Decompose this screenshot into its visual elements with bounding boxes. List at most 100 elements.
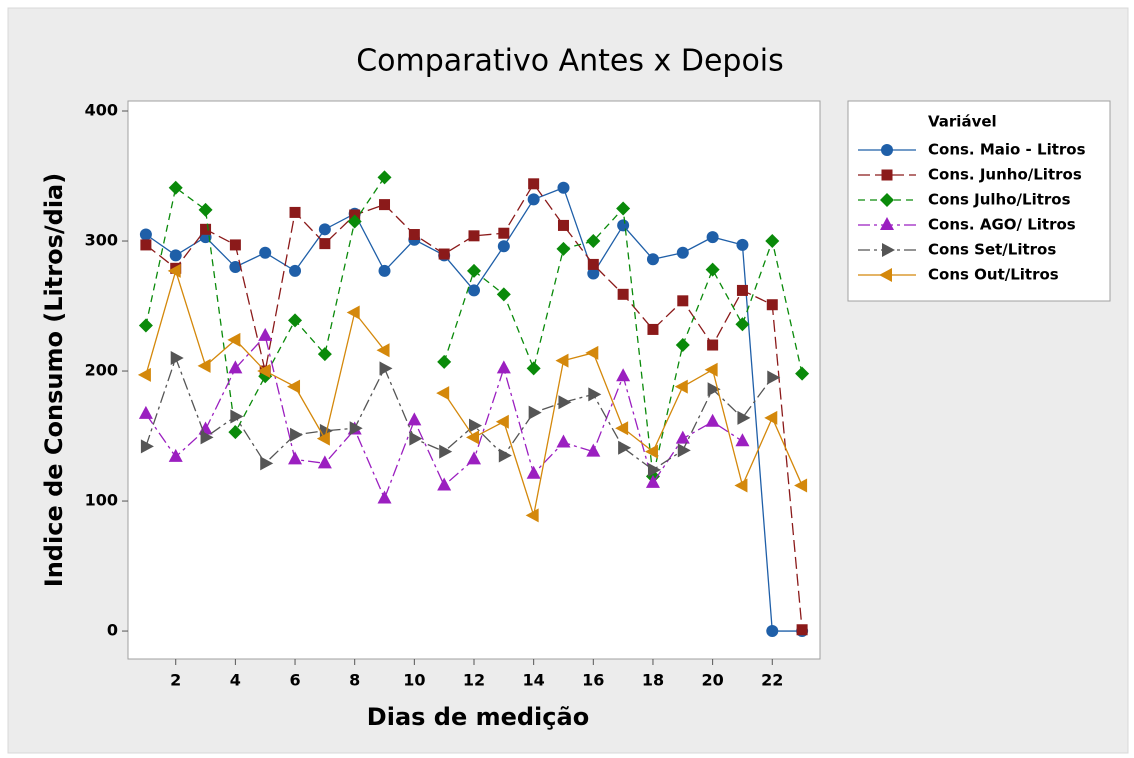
marker — [227, 332, 241, 347]
marker — [288, 313, 303, 328]
x-tick-label: 22 — [761, 671, 783, 690]
marker — [379, 199, 391, 211]
marker — [879, 268, 892, 282]
marker — [496, 360, 511, 374]
marker — [677, 295, 689, 307]
legend-title: Variável — [928, 113, 997, 131]
marker — [645, 474, 660, 488]
y-tick-label: 0 — [107, 621, 118, 640]
x-tick-label: 8 — [349, 671, 360, 690]
marker — [617, 288, 629, 300]
marker — [289, 264, 302, 277]
marker — [167, 263, 181, 278]
marker — [527, 193, 540, 206]
marker — [796, 624, 808, 636]
legend-label: Cons. Junho/Litros — [928, 166, 1082, 184]
marker — [200, 430, 214, 445]
marker — [557, 219, 569, 231]
x-tick-label: 20 — [701, 671, 723, 690]
marker — [588, 387, 602, 402]
marker — [586, 443, 601, 457]
marker — [168, 448, 183, 462]
marker — [556, 241, 571, 256]
marker — [137, 367, 151, 382]
x-tick-label: 16 — [582, 671, 604, 690]
marker — [378, 264, 391, 277]
marker — [880, 193, 894, 207]
marker — [287, 379, 301, 394]
marker — [525, 508, 539, 523]
marker — [882, 243, 895, 257]
marker — [555, 353, 569, 368]
marker — [496, 287, 511, 302]
marker — [644, 444, 658, 459]
series-layer — [137, 170, 810, 638]
marker — [230, 409, 244, 424]
marker — [586, 234, 601, 249]
marker — [377, 170, 392, 185]
marker — [437, 477, 452, 491]
marker — [736, 284, 748, 296]
marker — [735, 317, 750, 332]
marker — [706, 231, 719, 244]
marker — [138, 405, 153, 419]
marker — [881, 144, 893, 156]
x-tick-label: 4 — [230, 671, 241, 690]
marker — [260, 456, 274, 471]
marker — [466, 430, 479, 445]
marker — [289, 206, 301, 218]
marker — [197, 358, 211, 373]
marker — [438, 248, 450, 260]
marker — [288, 451, 303, 465]
marker — [228, 360, 243, 374]
marker — [316, 431, 330, 446]
marker — [618, 440, 632, 455]
y-tick-label: 400 — [85, 101, 118, 120]
x-tick-label: 10 — [403, 671, 425, 690]
marker — [379, 361, 393, 376]
marker — [228, 425, 243, 440]
marker — [794, 478, 808, 493]
x-tick-label: 18 — [642, 671, 664, 690]
marker — [647, 462, 661, 477]
marker — [317, 455, 332, 469]
marker — [880, 217, 894, 230]
marker — [587, 267, 600, 280]
x-tick-label: 2 — [170, 671, 181, 690]
marker — [707, 339, 719, 351]
marker — [705, 413, 720, 427]
marker — [349, 421, 363, 436]
legend-label: Cons Julho/Litros — [928, 191, 1071, 209]
marker — [407, 412, 422, 426]
marker — [258, 327, 273, 341]
marker — [140, 239, 152, 251]
x-axis-label: Dias de medição — [367, 703, 589, 731]
marker — [469, 418, 482, 433]
series-line — [145, 356, 773, 471]
marker — [409, 431, 423, 446]
marker — [675, 430, 690, 444]
marker — [734, 478, 748, 493]
marker — [467, 451, 481, 465]
marker — [139, 228, 152, 241]
marker — [347, 214, 362, 229]
marker — [200, 223, 212, 235]
marker — [138, 318, 153, 333]
marker — [735, 433, 750, 447]
marker — [528, 178, 540, 190]
x-tick-label: 12 — [463, 671, 485, 690]
x-tick-label: 6 — [289, 671, 300, 690]
marker — [170, 351, 184, 366]
chart-title: Comparativo Antes x Depois — [356, 44, 784, 79]
marker — [377, 490, 392, 504]
legend-label: Cons Out/Litros — [928, 266, 1059, 284]
marker — [467, 263, 481, 278]
marker — [705, 262, 720, 277]
marker — [439, 444, 453, 459]
marker — [704, 362, 718, 377]
marker — [556, 434, 571, 448]
y-tick-label: 300 — [85, 231, 118, 250]
plot-area — [127, 100, 821, 660]
marker — [257, 364, 271, 379]
